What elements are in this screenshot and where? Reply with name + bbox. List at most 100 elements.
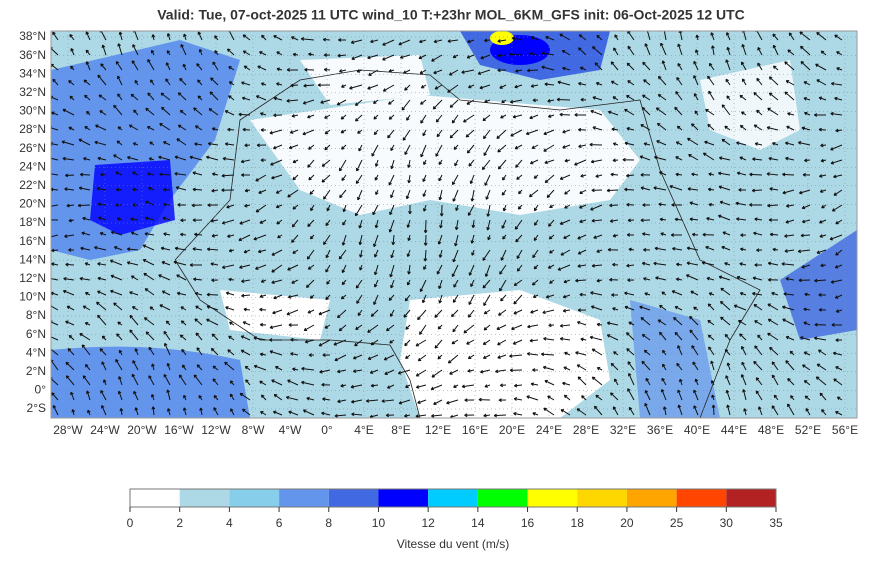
wind-arrow xyxy=(785,360,795,371)
wind-arrow xyxy=(323,67,331,72)
wind-arrow xyxy=(404,339,411,347)
lon-label: 28°W xyxy=(53,423,83,437)
wind-arrow xyxy=(610,392,619,401)
wind-arrow xyxy=(84,322,91,326)
wind-arrow xyxy=(417,354,427,362)
wind-arrow xyxy=(183,394,187,401)
wind-arrow xyxy=(467,39,475,44)
wind-arrow xyxy=(129,314,139,326)
wind-arrow xyxy=(70,48,75,56)
wind-arrow xyxy=(324,129,331,135)
wind-arrow xyxy=(661,377,667,386)
wind-arrow xyxy=(543,407,555,416)
wind-arrow xyxy=(273,35,283,41)
wind-arrow xyxy=(403,69,411,74)
wind-arrow xyxy=(530,36,539,41)
wind-arrow xyxy=(423,159,427,166)
wind-arrow xyxy=(821,409,827,416)
wind-arrow xyxy=(707,303,715,311)
wind-arrow xyxy=(527,324,539,329)
wind-arrow xyxy=(675,141,683,146)
wind-arrow xyxy=(740,233,747,238)
wind-arrow xyxy=(398,39,411,46)
wind-arrow xyxy=(51,219,59,221)
wind-arrow xyxy=(338,324,347,332)
wind-arrow xyxy=(563,394,571,401)
wind-arrow xyxy=(724,333,731,341)
wind-arrow xyxy=(612,233,619,238)
wind-arrow xyxy=(131,60,139,71)
wind-arrow xyxy=(689,201,699,206)
wind-arrow xyxy=(591,263,603,268)
wind-arrow xyxy=(804,158,811,163)
colorbar-tick-label: 14 xyxy=(471,516,485,530)
lon-label: 20°W xyxy=(127,423,157,437)
wind-arrow xyxy=(227,127,235,132)
wind-arrow xyxy=(739,262,747,266)
wind-arrow xyxy=(291,234,299,243)
wind-arrow xyxy=(406,249,411,257)
wind-arrow xyxy=(84,363,91,371)
wind-arrow xyxy=(81,344,91,356)
wind-arrow xyxy=(302,99,315,105)
wind-arrow xyxy=(753,124,763,131)
wind-arrow xyxy=(691,123,699,131)
wind-arrow xyxy=(611,293,619,297)
wind-arrow xyxy=(644,292,651,296)
wind-arrow xyxy=(544,174,555,184)
wind-arrow xyxy=(693,60,699,71)
wind-arrow xyxy=(166,50,171,56)
wind-arrow xyxy=(290,337,299,342)
wind-arrow xyxy=(579,189,587,195)
wind-arrow xyxy=(771,361,779,371)
wind-arrow xyxy=(179,334,187,341)
wind-arrow xyxy=(434,309,443,318)
wind-arrow xyxy=(482,129,491,140)
wind-arrow xyxy=(324,144,331,151)
wind-arrow xyxy=(624,291,635,296)
wind-arrow xyxy=(420,84,427,89)
wind-arrow xyxy=(710,32,715,41)
wind-arrow xyxy=(509,99,523,104)
wind-arrow xyxy=(341,279,347,286)
wind-arrow xyxy=(51,347,59,356)
wind-arrow xyxy=(326,204,331,212)
wind-arrow xyxy=(468,264,475,276)
wind-arrow xyxy=(304,339,315,344)
wind-arrow xyxy=(322,37,331,42)
wind-arrow xyxy=(610,362,619,371)
wind-arrow xyxy=(241,279,251,283)
wind-arrow xyxy=(516,174,523,180)
wind-arrow xyxy=(628,372,635,386)
wind-arrow xyxy=(228,277,235,282)
wind-arrow xyxy=(624,141,635,146)
wind-arrow xyxy=(612,96,619,101)
wind-arrow xyxy=(174,155,187,161)
wind-arrow xyxy=(782,318,795,326)
wind-arrow xyxy=(816,363,827,371)
wind-arrow xyxy=(496,324,507,331)
wind-arrow xyxy=(802,172,811,177)
wind-arrow xyxy=(196,347,203,356)
wind-arrow xyxy=(767,203,779,208)
wind-arrow xyxy=(115,187,123,192)
wind-arrow xyxy=(355,324,363,330)
wind-arrow xyxy=(564,204,571,209)
wind-arrow xyxy=(661,60,667,71)
wind-arrow xyxy=(543,144,555,152)
wind-arrow xyxy=(711,45,715,56)
wind-arrow xyxy=(514,219,523,230)
wind-arrow xyxy=(741,78,747,86)
wind-arrow xyxy=(480,369,491,374)
wind-arrow xyxy=(318,339,331,347)
wind-arrows xyxy=(51,31,843,418)
wind-arrow xyxy=(579,66,587,71)
wind-arrow xyxy=(784,234,795,238)
wind-arrow xyxy=(549,249,555,254)
wind-arrow xyxy=(370,383,379,388)
wind-arrow xyxy=(576,364,587,371)
wind-arrow xyxy=(755,390,763,401)
wind-arrow xyxy=(653,186,667,191)
wind-arrow xyxy=(210,347,219,356)
wind-arrow xyxy=(301,380,315,386)
